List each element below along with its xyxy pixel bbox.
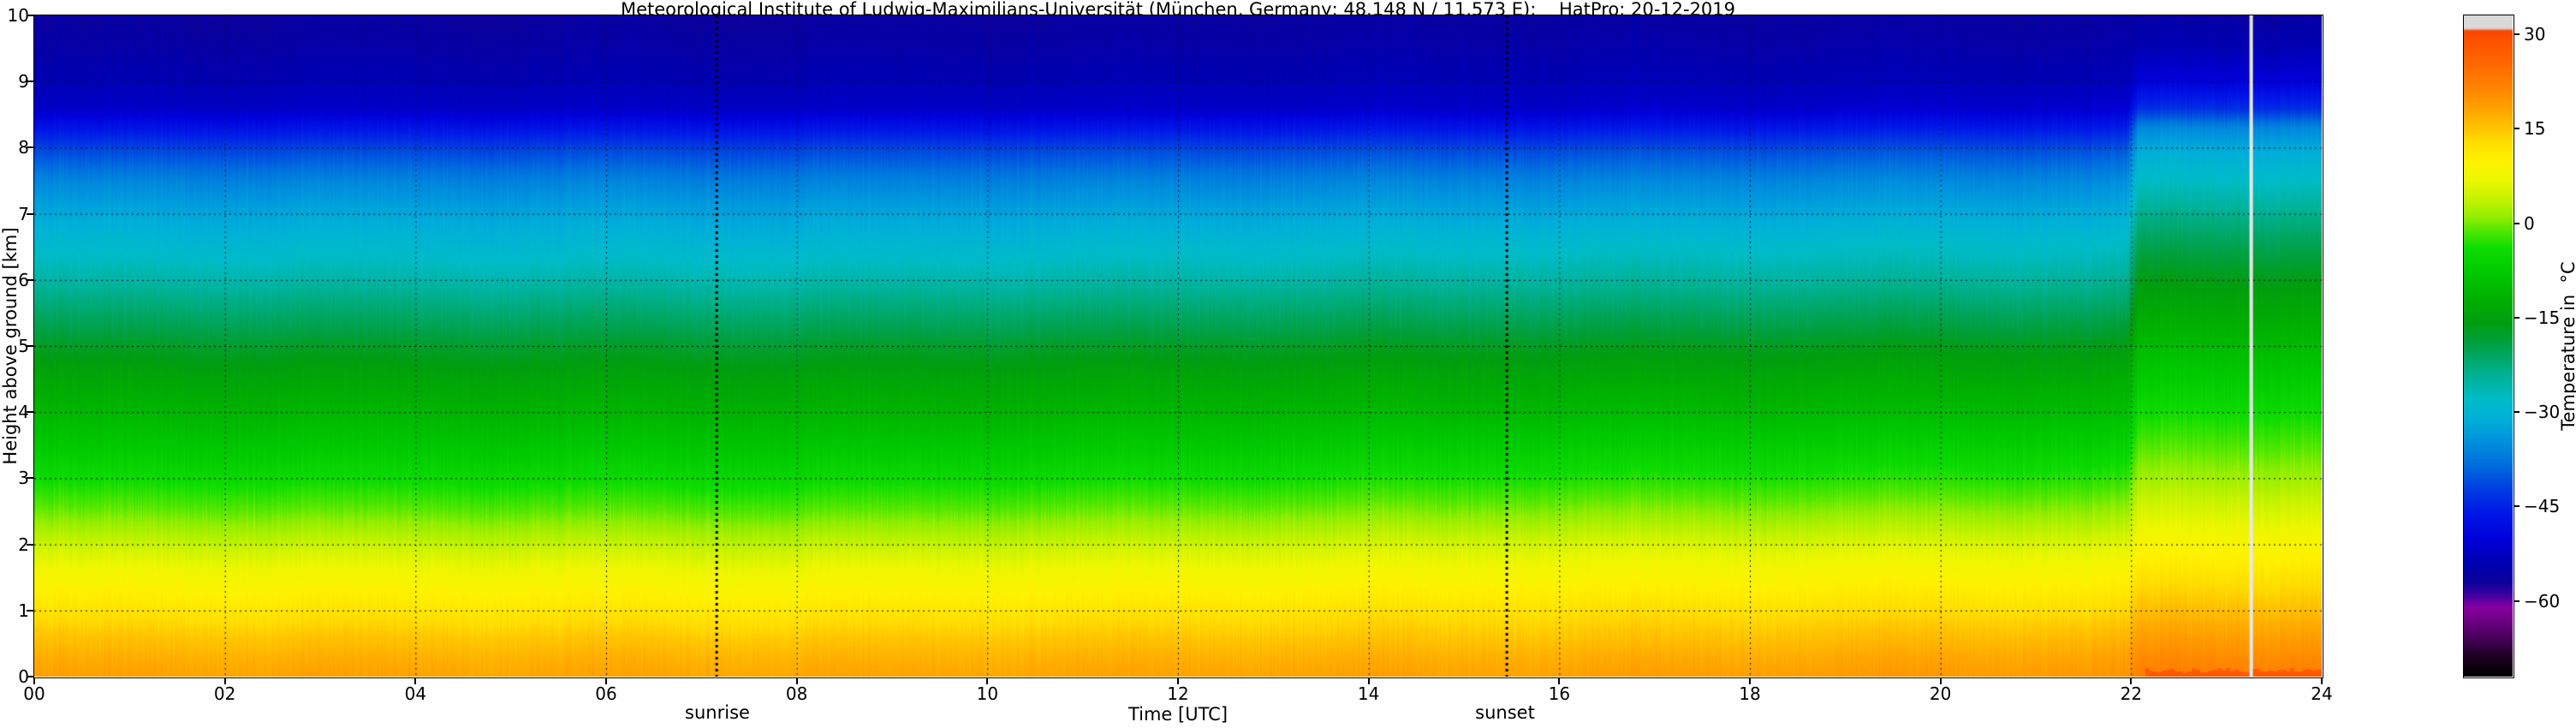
x-tick-mark [986, 677, 989, 684]
y-tick-label: 2 [18, 534, 29, 555]
x-tick-label: 24 [2311, 683, 2333, 704]
colorbar-tick-mark [2514, 128, 2519, 130]
x-tick-label: 06 [595, 683, 617, 704]
colorbar-tick-mark [2514, 222, 2519, 224]
x-tick-label: 12 [1167, 683, 1189, 704]
x-tick-label: 00 [23, 683, 45, 704]
colorbar-tick-label: −45 [2524, 496, 2561, 517]
colorbar-tick-mark [2514, 505, 2519, 508]
x-tick-label: 10 [976, 683, 999, 704]
colorbar-tick-mark [2514, 600, 2519, 602]
colorbar-tick-label: −15 [2524, 307, 2561, 328]
x-tick-mark [1558, 677, 1561, 684]
x-tick-mark [795, 677, 798, 684]
x-tick-mark [1939, 677, 1942, 684]
y-tick-mark [27, 212, 33, 215]
x-tick-label: 14 [1357, 683, 1380, 704]
x-tick-mark [33, 677, 35, 684]
y-tick-mark [27, 146, 33, 149]
x-tick-label: 20 [1929, 683, 1952, 704]
y-tick-mark [27, 676, 33, 677]
x-tick-mark [414, 677, 417, 684]
sunset-annotation: sunset [1475, 702, 1535, 723]
y-tick-label: 10 [7, 5, 29, 26]
colorbar-tick-mark [2514, 316, 2519, 319]
y-tick-mark [27, 411, 33, 414]
colorbar-tick-label: 30 [2524, 24, 2546, 45]
y-tick-label: 4 [18, 402, 29, 423]
temperature-heatmap-canvas [34, 15, 2322, 677]
y-tick-mark [27, 477, 33, 480]
y-tick-mark [27, 81, 33, 83]
colorbar-canvas [2464, 15, 2513, 677]
x-tick-mark [1177, 677, 1179, 684]
colorbar-tick-label: −30 [2524, 402, 2561, 423]
y-tick-label: 6 [18, 269, 29, 290]
x-tick-mark [2130, 677, 2133, 684]
x-tick-mark [1367, 677, 1370, 684]
x-tick-label: 08 [785, 683, 808, 704]
colorbar-tick-label: −60 [2524, 590, 2561, 612]
colorbar-title: Temperature in °C [2558, 261, 2576, 431]
x-tick-label: 22 [2120, 683, 2143, 704]
x-tick-mark [1749, 677, 1751, 684]
x-tick-mark [605, 677, 607, 684]
x-tick-mark [2321, 677, 2323, 684]
x-tick-mark [223, 677, 226, 684]
y-tick-mark [27, 15, 33, 16]
y-tick-label: 3 [18, 468, 29, 489]
y-tick-mark [27, 609, 33, 612]
chart-title: Meteorological Institute of Ludwig-Maxim… [620, 0, 1736, 20]
y-tick-mark [27, 345, 33, 347]
colorbar-tick-mark [2514, 33, 2519, 36]
x-tick-label: 04 [404, 683, 427, 704]
x-tick-label: 16 [1548, 683, 1571, 704]
y-tick-label: 5 [18, 336, 29, 356]
y-tick-label: 1 [18, 600, 29, 621]
sunrise-annotation: sunrise [685, 702, 750, 723]
colorbar-tick-mark [2514, 411, 2519, 414]
x-axis-label: Time [UTC] [1127, 704, 1229, 725]
colorbar-tick-label: 15 [2524, 118, 2546, 140]
y-tick-label: 8 [18, 137, 29, 158]
y-tick-label: 7 [18, 203, 29, 224]
x-tick-label: 02 [213, 683, 236, 704]
colorbar-tick-label: 0 [2524, 212, 2535, 234]
y-tick-label: 9 [18, 71, 29, 92]
y-tick-label: 0 [18, 666, 29, 687]
x-tick-label: 18 [1739, 683, 1761, 704]
colorbar-frame [2463, 15, 2514, 678]
y-tick-mark [27, 278, 33, 281]
y-tick-mark [27, 543, 33, 546]
